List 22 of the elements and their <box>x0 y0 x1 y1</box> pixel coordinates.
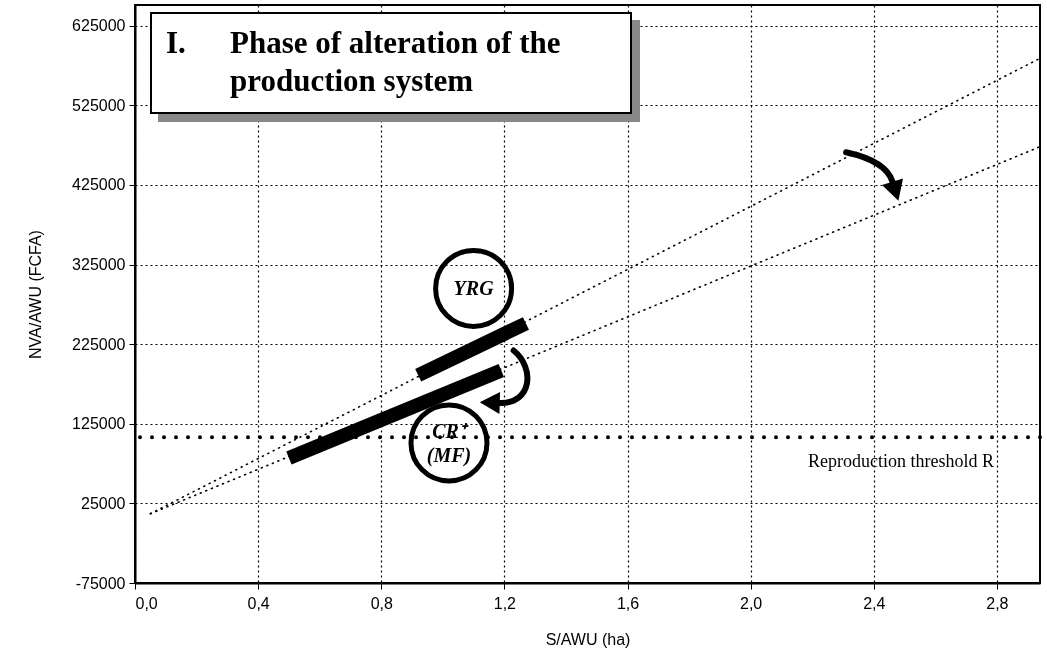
y-tick-label: 525000 <box>72 96 126 114</box>
y-tick-label: -75000 <box>75 574 126 592</box>
x-tick-label: 2,0 <box>740 594 763 612</box>
annotation: CR⁺ (MF) <box>426 419 472 467</box>
x-tick-label: 1,2 <box>493 594 517 612</box>
ref-line-label: Reproduction threshold R <box>808 451 994 472</box>
x-tick-label: 0,8 <box>370 594 393 612</box>
x-tick-label: 0,4 <box>247 594 270 612</box>
y-tick-label: 125000 <box>72 415 126 433</box>
x-tick-label: 1,6 <box>616 594 640 612</box>
x-tick-label: 2,8 <box>986 594 1009 612</box>
y-tick-label: 425000 <box>72 176 126 194</box>
y-tick-label: 25000 <box>81 494 126 512</box>
x-tick-label: 2,4 <box>863 594 886 612</box>
x-axis-title: S/AWU (ha) <box>545 630 631 648</box>
y-tick-label: 325000 <box>72 256 126 274</box>
y-axis-title: NVA/AWU (FCFA) <box>27 230 45 359</box>
annotation: YRG <box>453 277 495 300</box>
x-tick-label: 0,0 <box>135 594 158 612</box>
y-tick-label: 225000 <box>72 335 126 353</box>
chart-title: I. Phase of alteration of the production system <box>166 25 561 98</box>
y-tick-label: 625000 <box>72 17 126 35</box>
